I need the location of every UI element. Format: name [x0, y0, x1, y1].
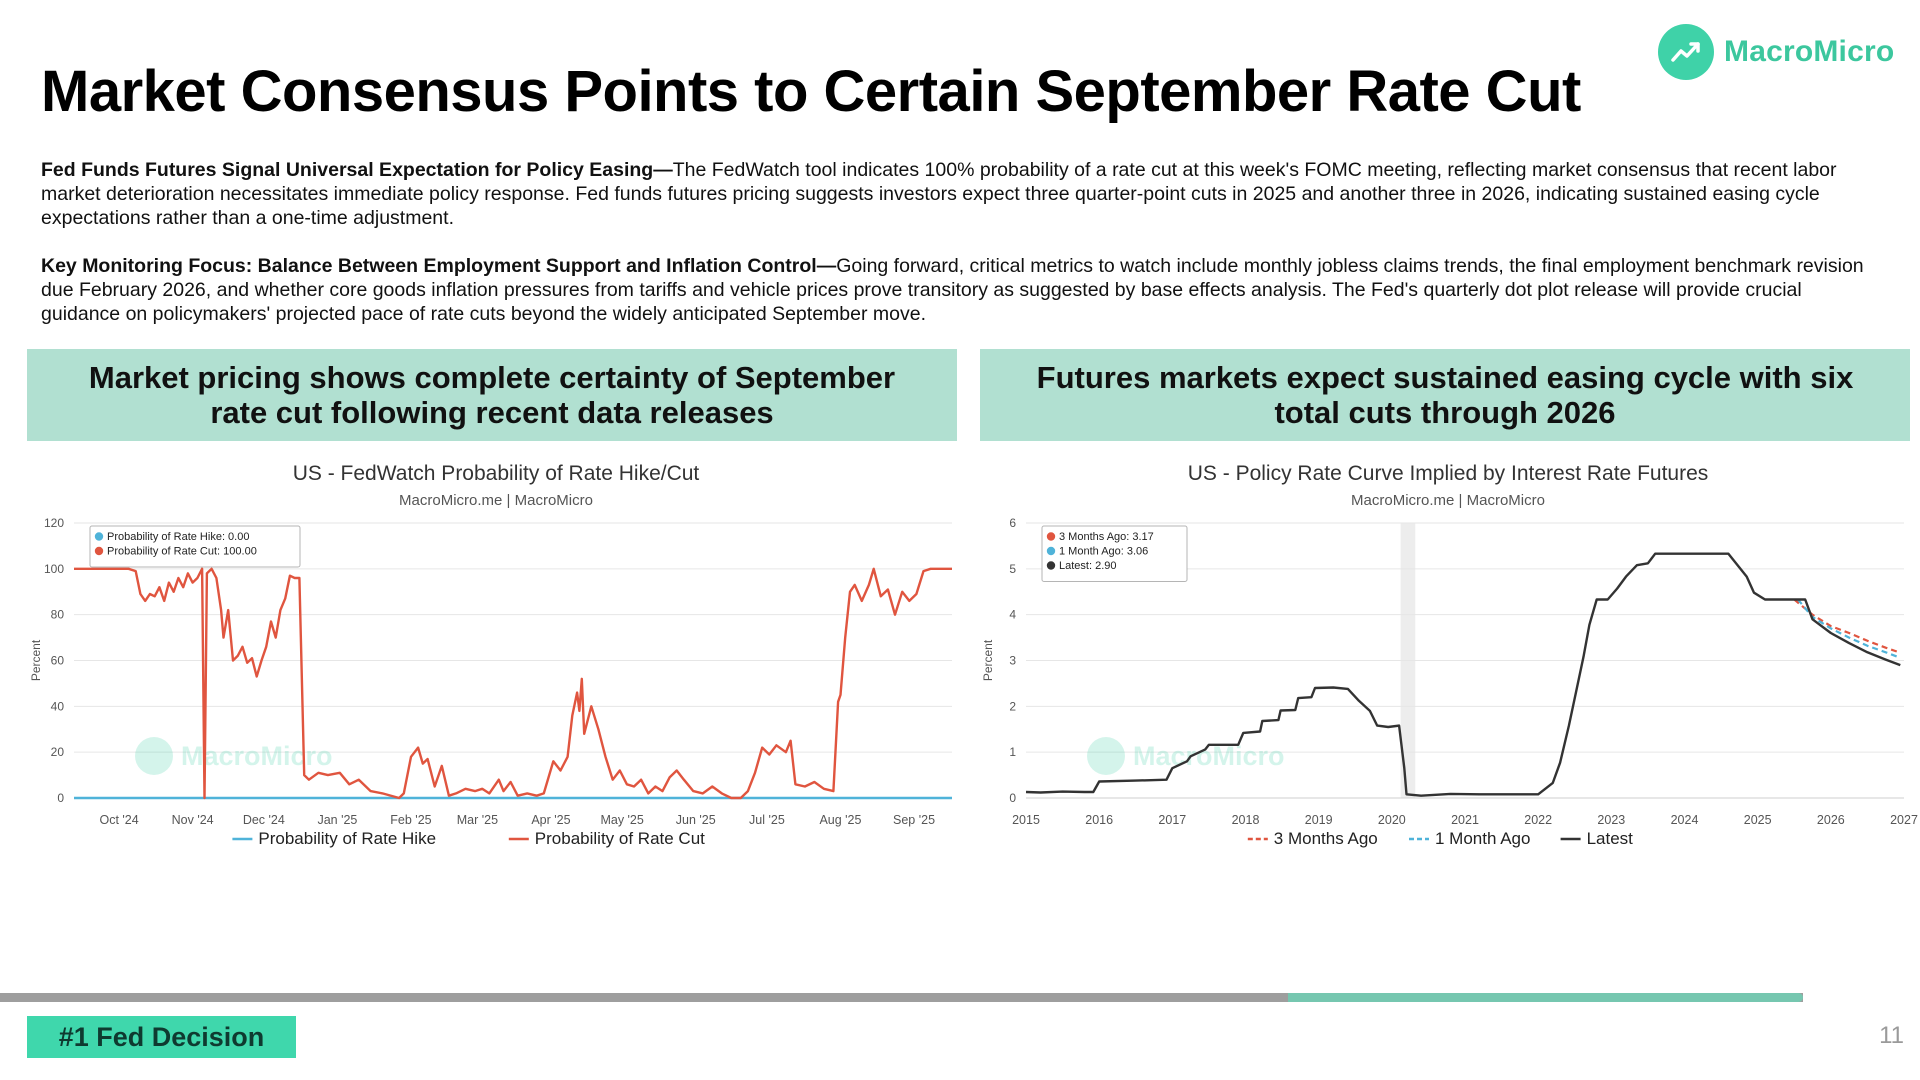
legend-item: Probability of Rate Cut [508, 829, 705, 848]
legend-item: Probability of Rate Hike [232, 829, 436, 848]
x-tick-label: 2027 [1890, 813, 1918, 827]
heading-text: Market pricing shows complete certainty … [88, 360, 896, 430]
x-tick-label: Feb '25 [390, 813, 431, 827]
y-tick-label: 100 [44, 562, 64, 576]
y-tick-label: 0 [57, 791, 64, 805]
x-tick-label: 2021 [1451, 813, 1479, 827]
tooltip-text: Latest: 2.90 [1059, 560, 1117, 572]
watermark-icon [135, 737, 173, 775]
watermark-icon [1087, 737, 1125, 775]
paragraph-body: The FedWatch tool indicates 100% probabi… [41, 159, 1837, 229]
tooltip-box [1041, 525, 1188, 582]
legend-item: Latest [1560, 829, 1634, 848]
paragraph-body: Going forward, critical metrics to watch… [41, 255, 1864, 325]
y-tick-label: 40 [51, 699, 65, 713]
watermark: MacroMicro [135, 737, 333, 775]
tooltip-marker [1046, 532, 1056, 541]
legend-label: Probability of Rate Cut [535, 829, 705, 848]
series-line-3-months-ago [1793, 598, 1901, 654]
y-tick-label: 20 [51, 745, 65, 759]
tooltip-marker [1046, 546, 1056, 556]
legend-label: 1 Month Ago [1435, 829, 1530, 848]
paragraph-2: Key Monitoring Focus: Balance Between Em… [41, 254, 1886, 326]
x-tick-label: 2024 [1671, 813, 1699, 827]
x-tick-label: 2016 [1085, 813, 1113, 827]
tooltip-text: 3 Months Ago: 3.17 [1059, 531, 1154, 543]
chart-tooltip: Probability of Rate Hike: 0.00 Probabilit… [89, 525, 301, 568]
tooltip-text: Probability of Rate Cut: 100.00 [107, 546, 257, 558]
x-tick-label: Mar '25 [457, 813, 498, 827]
y-tick-label: 3 [1009, 654, 1016, 668]
chart-trend-icon [1658, 24, 1714, 80]
y-tick-label: 4 [1009, 608, 1016, 622]
x-tick-label: Apr '25 [531, 813, 570, 827]
paragraph-1: Fed Funds Futures Signal Universal Expec… [41, 158, 1886, 230]
chart-tooltip: 3 Months Ago: 3.17 1 Month Ago: 3.06 Lates… [1041, 525, 1188, 582]
paragraph-lead: Fed Funds Futures Signal Universal Expec… [41, 159, 673, 181]
x-tick-label: Dec '24 [243, 813, 285, 827]
right-panel-heading: Futures markets expect sustained easing … [980, 349, 1910, 441]
legend-label: Probability of Rate Hike [258, 829, 436, 848]
y-tick-label: 80 [51, 608, 65, 622]
tooltip-text: 1 Month Ago: 3.06 [1059, 546, 1148, 558]
y-tick-label: 6 [1009, 516, 1016, 530]
section-tag-label: #1 Fed Decision [58, 1021, 265, 1052]
x-tick-label: 2025 [1744, 813, 1772, 827]
x-tick-label: Jul '25 [749, 813, 785, 827]
slide-progress-track [0, 993, 1803, 1002]
x-tick-label: Jan '25 [317, 813, 357, 827]
x-tick-label: 2018 [1232, 813, 1260, 827]
x-tick-label: Sep '25 [893, 813, 935, 827]
section-tag: #1 Fed Decision [27, 1016, 296, 1058]
chart-subtitle: MacroMicro.me | MacroMicro [399, 492, 593, 509]
watermark: MacroMicro [1087, 737, 1285, 775]
tooltip-marker [94, 532, 104, 541]
x-tick-label: 2017 [1158, 813, 1186, 827]
chart-title: US - FedWatch Probability of Rate Hike/C… [293, 462, 700, 485]
legend-item: 3 Months Ago [1247, 829, 1378, 848]
x-tick-label: Jun '25 [676, 813, 716, 827]
legend-item: 1 Month Ago [1409, 829, 1530, 848]
x-tick-label: May '25 [600, 813, 643, 827]
chart-title: US - Policy Rate Curve Implied by Intere… [1188, 462, 1709, 485]
brand-name: MacroMicro [1724, 35, 1895, 68]
brand-logo: MacroMicro [1658, 24, 1894, 80]
tooltip-text: Probability of Rate Hike: 0.00 [107, 531, 249, 543]
y-tick-label: 120 [44, 516, 64, 530]
page-number: 11 [1879, 1022, 1904, 1049]
x-tick-label: Oct '24 [99, 813, 138, 827]
y-axis-label: Percent [981, 639, 995, 681]
fedwatch-chart: US - FedWatch Probability of Rate Hike/C… [29, 462, 952, 848]
y-tick-label: 2 [1009, 699, 1016, 713]
watermark-text: MacroMicro [181, 741, 333, 771]
series-line-latest [1025, 552, 1901, 797]
policy-rate-chart: US - Policy Rate Curve Implied by Intere… [981, 462, 1918, 848]
x-tick-label: 2023 [1597, 813, 1625, 827]
left-panel-heading: Market pricing shows complete certainty … [27, 349, 957, 441]
x-tick-label: 2022 [1524, 813, 1552, 827]
y-tick-label: 1 [1009, 745, 1016, 759]
y-tick-label: 60 [51, 654, 65, 668]
legend-label: 3 Months Ago [1274, 829, 1378, 848]
tooltip-box [89, 525, 301, 568]
heading-text: Futures markets expect sustained easing … [1036, 360, 1854, 430]
page-title: Market Consensus Points to Certain Septe… [41, 59, 1581, 124]
tooltip-marker [94, 546, 104, 556]
slide-progress-fill [1288, 993, 1803, 1002]
chart-subtitle: MacroMicro.me | MacroMicro [1351, 492, 1545, 509]
legend-label: Latest [1587, 829, 1634, 848]
x-tick-label: 2019 [1305, 813, 1333, 827]
y-tick-label: 5 [1009, 562, 1016, 576]
paragraph-lead: Key Monitoring Focus: Balance Between Em… [41, 255, 837, 277]
x-tick-label: Aug '25 [819, 813, 861, 827]
y-tick-label: 0 [1009, 791, 1016, 805]
x-tick-label: Nov '24 [172, 813, 214, 827]
tooltip-marker [1046, 561, 1056, 570]
series-line-probability-of-rate-cut [74, 567, 952, 800]
x-tick-label: 2015 [1012, 813, 1040, 827]
x-tick-label: 2026 [1817, 813, 1845, 827]
y-axis-label: Percent [29, 639, 43, 681]
series-line-1-month-ago [1797, 598, 1901, 659]
x-tick-label: 2020 [1378, 813, 1406, 827]
